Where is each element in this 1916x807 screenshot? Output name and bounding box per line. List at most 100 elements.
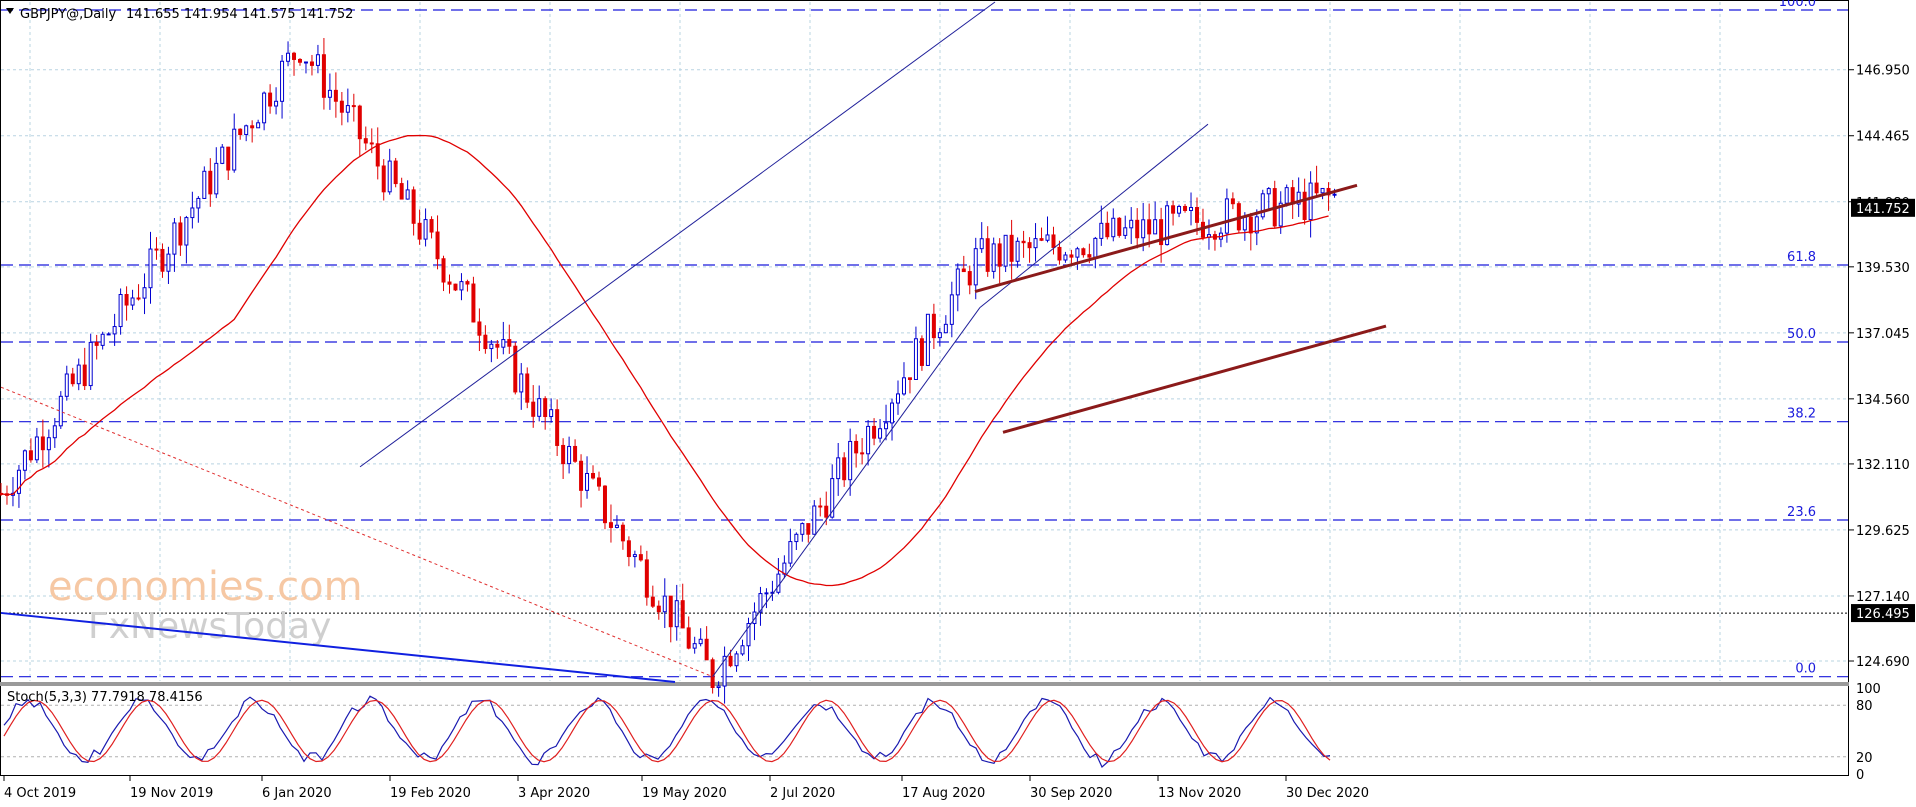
candle-body xyxy=(387,160,392,193)
rising-channel-bottom xyxy=(1002,324,1387,434)
candle-body xyxy=(250,125,255,129)
time-tick-label: 4 Oct 2019 xyxy=(4,786,76,801)
candle-body xyxy=(913,338,918,380)
current-price-text: 141.752 xyxy=(1856,202,1910,217)
candle-body xyxy=(76,364,81,385)
candle-body xyxy=(309,61,314,66)
fib-label: 23.6 xyxy=(1787,505,1816,520)
candle-body xyxy=(561,444,566,465)
candle-body xyxy=(812,505,817,535)
candle-body xyxy=(1063,254,1068,261)
candle-body xyxy=(453,283,458,291)
candle-body xyxy=(644,559,649,598)
candle-body xyxy=(232,128,237,171)
candle-body xyxy=(262,92,267,124)
candle-body xyxy=(764,592,769,595)
candle-body xyxy=(525,373,530,403)
candle-body xyxy=(650,596,655,607)
candle-body xyxy=(303,61,308,64)
candle-body xyxy=(1183,205,1188,211)
candle-body xyxy=(1015,240,1020,262)
drawing-objects[interactable] xyxy=(0,1,1387,683)
candle-body xyxy=(112,326,117,335)
candle-body xyxy=(758,593,763,613)
marker-price-text: 126.495 xyxy=(1856,607,1910,622)
candle-body xyxy=(1099,222,1104,239)
candle-body xyxy=(1177,205,1182,214)
price-axis[interactable]: 146.950144.465141.980139.530137.045134.5… xyxy=(1849,64,1915,670)
candle-body xyxy=(740,645,745,655)
price-tick-label: 134.560 xyxy=(1856,393,1910,408)
candle-body xyxy=(656,605,661,613)
candle-body xyxy=(429,219,434,233)
candle-body xyxy=(58,395,63,427)
candle-body xyxy=(848,440,853,481)
stoch-k-line xyxy=(3,695,1331,768)
price-tick-label: 144.465 xyxy=(1856,130,1910,145)
candle-body xyxy=(567,445,572,465)
candle-body xyxy=(674,600,679,628)
candle-body xyxy=(1171,205,1176,214)
candle-body xyxy=(411,189,416,224)
caret-down-icon[interactable] xyxy=(6,8,14,14)
candle-body xyxy=(489,343,494,350)
candle-body xyxy=(1189,207,1194,211)
fibonacci-levels: 100.0 61.8 50.0 38.2 23.6 0.0 xyxy=(1,0,1848,678)
candle-body xyxy=(1284,187,1289,204)
time-axis[interactable]: 4 Oct 2019 19 Nov 2019 6 Jan 2020 19 Feb 20… xyxy=(3,776,1369,801)
candle-body xyxy=(1320,187,1325,194)
price-tick-label: 127.140 xyxy=(1856,590,1910,605)
candle-body xyxy=(734,653,739,667)
support-trend-line xyxy=(0,611,676,683)
current-price-label xyxy=(1851,198,1915,217)
fib-label: 100.0 xyxy=(1779,0,1816,10)
candle-body xyxy=(501,339,506,348)
candle-body xyxy=(686,627,691,649)
candle-body xyxy=(214,162,219,195)
candle-body xyxy=(985,238,990,272)
candle-body xyxy=(280,60,285,102)
time-tick-label: 13 Nov 2020 xyxy=(1158,786,1241,801)
candle-body xyxy=(148,248,153,289)
candle-body xyxy=(22,450,27,471)
candle-body xyxy=(1224,198,1229,234)
candle-body xyxy=(1332,193,1337,196)
candle-body xyxy=(794,533,799,543)
candle-body xyxy=(890,402,895,424)
candle-body xyxy=(626,540,631,558)
stoch-level-label: 80 xyxy=(1856,699,1873,714)
candle-body xyxy=(52,425,57,439)
channel-lower-line xyxy=(712,307,981,677)
pane-separator[interactable] xyxy=(0,682,1849,686)
candle-body xyxy=(602,485,607,524)
candle-body xyxy=(142,287,147,299)
candle-body xyxy=(806,523,811,535)
candle-body xyxy=(28,450,33,461)
candle-body xyxy=(716,685,721,689)
candle-body xyxy=(196,197,201,209)
candle-body xyxy=(955,268,960,296)
candle-body xyxy=(884,422,889,430)
candle-body xyxy=(106,333,111,336)
time-tick-label: 19 Feb 2020 xyxy=(390,786,471,801)
candle-body xyxy=(1314,182,1319,194)
candle-body xyxy=(477,321,482,336)
candle-body xyxy=(979,238,984,250)
candle-body xyxy=(1045,234,1050,241)
candle-body xyxy=(333,89,338,102)
candle-body xyxy=(973,248,978,286)
candle-body xyxy=(931,313,936,339)
candle-body xyxy=(339,100,344,113)
candle-body xyxy=(680,600,685,629)
candle-body xyxy=(961,268,966,273)
candle-body xyxy=(34,436,39,461)
candle-body xyxy=(1141,219,1146,239)
candle-body xyxy=(315,54,320,66)
price-tick-label: 132.110 xyxy=(1856,458,1910,473)
candle-body xyxy=(866,425,871,455)
candle-body xyxy=(597,477,601,487)
candle-body xyxy=(82,364,87,387)
candle-body xyxy=(459,281,464,291)
